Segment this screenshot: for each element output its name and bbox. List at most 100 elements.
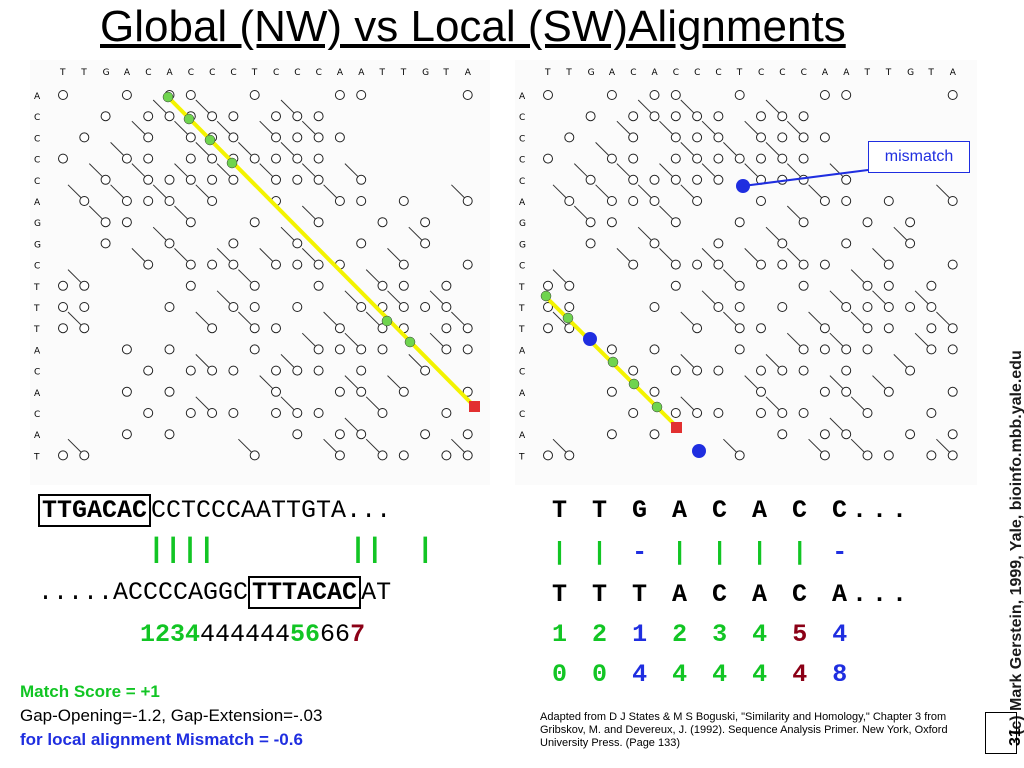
matrix-cell-circle [313,153,324,164]
matrix-side-letter: C [34,113,40,123]
matrix-cell-circle [947,196,958,206]
matrix-trace-line [323,184,338,199]
matrix-trace-line [323,438,338,453]
matrix-cell-circle [377,408,388,418]
matrix-top-letter: C [694,68,700,78]
matrix-cell-circle [79,323,90,334]
matrix-side-letter: C [519,134,525,144]
matrix-cell-circle [334,386,345,397]
matrix-trace-line [765,99,780,114]
matrix-cell-circle [228,365,239,376]
matrix-side-letter: C [34,410,40,420]
matrix-cell-circle [926,344,937,355]
matrix-trace-line [637,99,652,114]
path-match-dot [651,401,663,413]
matrix-cell-circle [606,344,617,355]
global-boxed-top: TTGACAC [38,494,152,527]
legend-gap: Gap-Opening=-1.2, Gap-Extension=-.03 [20,706,323,725]
local-seq-top: T T G A C A C C... [552,496,913,525]
matrix-cell-circle [420,217,431,228]
matrix-trace-line [67,269,82,284]
matrix-cell-circle [164,429,175,440]
matrix-top-letter: T [565,68,572,78]
mismatch-dot [583,332,597,346]
matrix-cell-circle [862,323,873,334]
matrix-cell-circle [649,111,660,122]
path-match-dot [404,336,416,348]
matrix-trace-line [280,142,295,156]
matrix-cell-circle [377,217,388,228]
matrix-top-letter: T [927,68,934,78]
matrix-cell-circle [606,153,617,164]
matrix-trace-line [808,438,823,453]
matrix-trace-line [110,142,125,156]
matrix-trace-line [659,248,674,262]
matrix-cell-circle [905,238,916,249]
matrix-cell-circle [228,259,239,270]
matrix-trace-line [344,290,359,305]
matrix-cell-circle [398,196,409,206]
matrix-trace-line [280,226,295,241]
matrix-cell-circle [313,111,324,122]
matrix-trace-line [723,269,738,284]
matrix-trace-line [701,120,716,135]
matrix-trace-line [301,120,316,135]
matrix-cell-circle [334,450,345,461]
matrix-trace-line [301,205,316,220]
matrix-cell-circle [292,365,303,376]
global-score-row: 123444444456667 [140,620,365,649]
matrix-side-letter: C [34,262,40,272]
matrix-top-letter: T [379,68,386,78]
matrix-trace-line [451,311,466,326]
matrix-cell-circle [79,280,90,291]
matrix-trace-line [808,311,823,326]
matrix-cell-circle [271,153,281,164]
matrix-cell-circle [777,111,788,122]
matrix-cell-circle [926,408,937,418]
matrix-trace-line [723,438,738,453]
matrix-cell-circle [649,302,660,312]
matrix-cell-circle [713,153,724,164]
slide-title: Global (NW) vs Local (SW)Alignments [100,2,846,51]
matrix-cell-circle [249,217,260,228]
matrix-cell-circle [947,386,958,397]
matrix-trace-line [552,438,567,453]
matrix-side-letter: C [519,262,525,272]
matrix-top-letter: A [358,68,365,78]
matrix-cell-circle [462,259,473,270]
matrix-cell-circle [313,280,324,291]
matrix-cell-circle [356,365,367,376]
matrix-side-letter: T [518,325,525,335]
matrix-trace-line [744,163,759,178]
matrix-cell-circle [670,174,681,185]
matrix-trace-line [786,248,801,262]
matrix-trace-line [829,290,844,305]
matrix-trace-line [808,184,823,199]
matrix-cell-circle [628,408,639,418]
matrix-trace-line [451,438,466,453]
matrix-cell-circle [249,323,260,334]
matrix-cell-circle [734,323,745,334]
matrix-cell-circle [734,302,745,312]
matrix-trace-line [365,438,380,453]
matrix-trace-line [680,142,695,156]
matrix-cell-circle [143,259,154,270]
matrix-cell-circle [841,344,852,355]
matrix-cell-circle [356,90,367,100]
matrix-side-letter: C [519,368,525,378]
matrix-trace-line [872,375,887,390]
matrix-top-letter: C [758,68,764,78]
matrix-cell-circle [543,280,553,291]
matrix-trace-line [365,269,380,284]
matrix-trace-line [259,163,274,178]
matrix-cell-circle [819,386,830,397]
matrix-cell-circle [143,174,154,185]
matrix-trace-line [216,163,231,178]
matrix-cell-circle [883,196,894,206]
matrix-cell-circle [798,365,809,376]
matrix-cell-circle [883,259,894,270]
matrix-cell-circle [313,217,324,228]
matrix-cell-circle [441,344,452,355]
local-match-row: | | - | | | | - [552,538,853,567]
local-matrix-svg: T T G A C A C C C T C C C A A T T G T A A C C C C A G G C T T T A C A C A T [518,68,958,462]
